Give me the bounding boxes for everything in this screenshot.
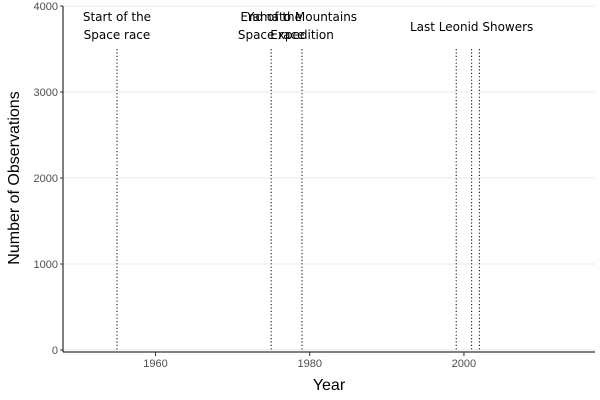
- event-label: Start of the Space race: [83, 10, 151, 42]
- y-tick-label: 0: [52, 345, 58, 357]
- y-tick-label: 2000: [34, 173, 58, 185]
- y-axis-ticks: 0 1000 2000 3000 4000: [34, 1, 63, 357]
- event-label: End of the Space race: [238, 10, 305, 42]
- gridlines: [63, 5, 595, 351]
- y-tick-label: 3000: [34, 87, 58, 99]
- x-axis-title: Year: [313, 377, 346, 394]
- x-tick-label: 1960: [143, 358, 167, 370]
- y-axis-title: Number of Observations: [6, 91, 23, 264]
- event-label: Last Leonid Showers: [410, 20, 533, 34]
- x-axis-ticks: 1960 1980 2000: [143, 352, 476, 370]
- vertical-event-lines: [116, 49, 480, 350]
- x-tick-label: 2000: [452, 358, 476, 370]
- axes: [62, 6, 595, 353]
- event-label: Yamato Mountains Expedition: [246, 10, 357, 42]
- y-tick-label: 4000: [34, 1, 58, 13]
- event-annotations: Start of the Space race End of the Space ra…: [83, 10, 533, 42]
- x-tick-label: 1980: [297, 358, 321, 370]
- y-tick-label: 1000: [34, 259, 58, 271]
